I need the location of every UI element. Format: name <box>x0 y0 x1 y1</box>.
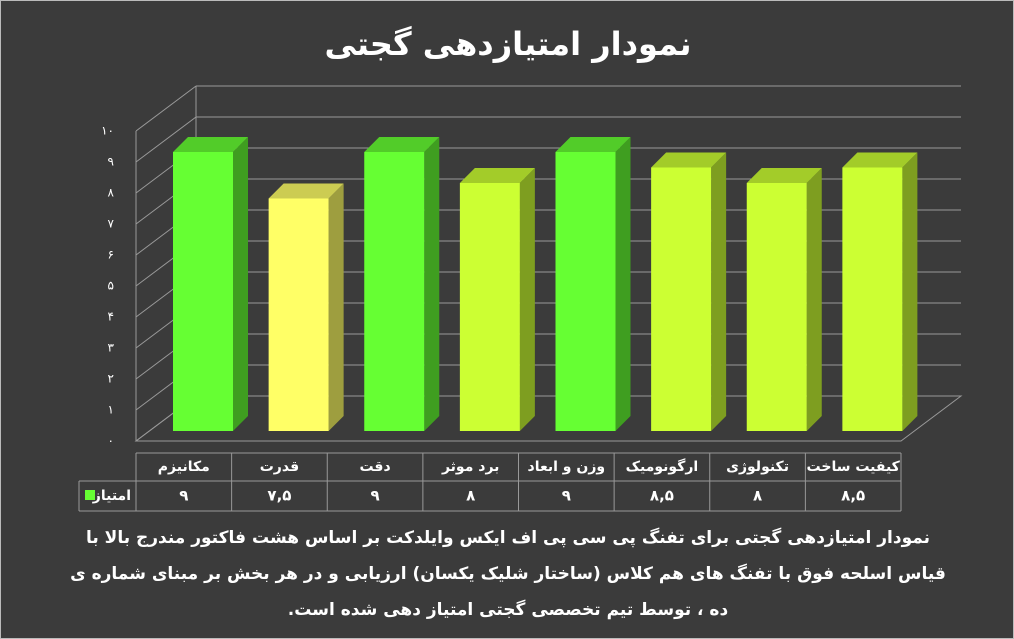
bar-top <box>746 168 822 183</box>
y-tick-label: ۳ <box>108 341 115 355</box>
bar-side <box>711 152 727 431</box>
grid-line <box>135 116 197 163</box>
bar-top <box>268 183 344 199</box>
y-tick-label: ۱۰ <box>101 124 114 138</box>
bar-side <box>806 168 822 431</box>
floor <box>134 395 963 442</box>
bar <box>555 152 616 431</box>
y-tick-label: ۱ <box>108 403 114 417</box>
caption-line: ده ، توسط تیم تخصصی گجتی امتیاز دهی شده … <box>287 600 729 620</box>
bar-top <box>459 168 535 183</box>
bar-top <box>555 137 631 152</box>
bar-top <box>842 152 918 168</box>
bar <box>268 198 329 431</box>
chart-title: نمودار امتیازدهی گجتی <box>324 25 691 63</box>
bar-side <box>424 137 440 431</box>
x-tick-label: کیفیت ساخت <box>807 459 901 475</box>
value-label: ۸,۵ <box>650 487 674 505</box>
y-tick-label: ۰ <box>108 434 114 448</box>
x-tick-label: تکنولوژی <box>726 459 789 475</box>
x-tick-label: دقت <box>359 459 390 475</box>
grid-line <box>135 85 197 132</box>
x-tick-label: برد موثر <box>441 459 499 475</box>
caption-line: نمودار امتیازدهی گجتی برای تفنگ پی سی پی… <box>85 528 931 548</box>
y-tick-label: ۷ <box>108 217 115 231</box>
y-tick-label: ۹ <box>108 155 114 169</box>
bar-top <box>173 137 248 152</box>
bar-top <box>651 152 727 168</box>
value-label: ۹ <box>562 487 571 505</box>
y-tick-label: ۸ <box>108 186 115 200</box>
bar <box>651 167 712 431</box>
value-label: ۸ <box>753 487 762 505</box>
bar-side <box>519 168 535 431</box>
y-tick-label: ۲ <box>108 372 114 386</box>
y-tick-label: ۴ <box>108 310 114 324</box>
legend-label: امتیاز <box>92 488 131 504</box>
bar <box>364 152 425 431</box>
bar <box>459 183 520 431</box>
bar-side <box>233 137 248 431</box>
bar-side <box>615 137 631 431</box>
x-tick-label: ارگونومیک <box>626 458 699 475</box>
bar-side <box>328 183 344 431</box>
caption-line: قیاس اسلحه فوق با تفنگ های هم کلاس (ساخت… <box>70 564 946 584</box>
bar <box>746 183 807 431</box>
y-tick-label: ۵ <box>108 279 114 293</box>
value-label: ۸,۵ <box>841 487 865 505</box>
legend-swatch <box>85 490 95 500</box>
y-tick-label: ۶ <box>108 248 114 262</box>
bar <box>173 152 233 431</box>
bar-side <box>902 152 918 431</box>
x-tick-label: وزن و ابعاد <box>528 459 606 475</box>
value-label: ۹ <box>179 487 188 505</box>
value-label: ۷,۵ <box>267 487 291 505</box>
x-tick-label: مکانیزم <box>158 459 210 475</box>
value-label: ۹ <box>370 487 379 505</box>
bar <box>842 167 903 431</box>
value-label: ۸ <box>466 487 475 505</box>
bar-top <box>364 137 440 152</box>
x-tick-label: قدرت <box>260 459 299 475</box>
